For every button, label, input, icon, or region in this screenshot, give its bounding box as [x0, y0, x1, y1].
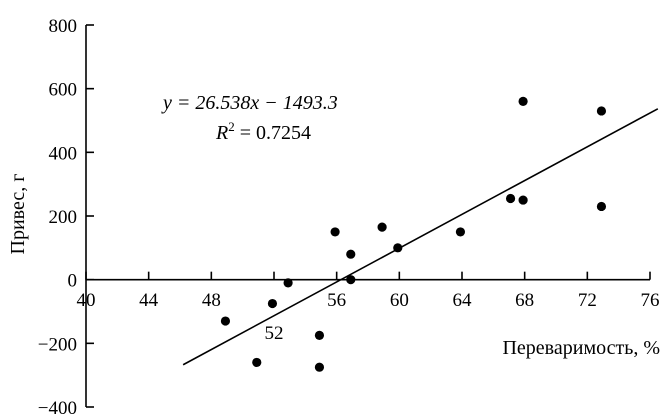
x-tick-label: 76	[641, 290, 660, 311]
y-tick-label: 0	[68, 271, 78, 292]
x-tick-label: 44	[139, 290, 159, 311]
data-point	[596, 106, 607, 116]
data-point	[455, 227, 466, 237]
data-point	[346, 249, 356, 259]
regression-equation: y = 26.538x − 1493.3	[161, 92, 338, 114]
x-tick-label: 64	[453, 290, 473, 311]
y-tick-label: −400	[38, 398, 77, 416]
x-tick-label: 60	[390, 290, 409, 311]
r-squared-symbol: R	[215, 122, 228, 144]
r-squared-label: R2 = 0.7254	[215, 119, 311, 144]
axes: −400 −200 0 200 400 600 800 40 44 48 52 56 60 64 68 72 7…	[38, 16, 660, 416]
data-point	[505, 193, 516, 204]
x-tick-label: 72	[578, 290, 597, 311]
data-point	[314, 330, 325, 340]
y-axis-title: Привес, г	[7, 174, 29, 255]
r-squared-value: = 0.7254	[235, 122, 311, 144]
trendline-group	[182, 108, 659, 366]
y-tick-label: −200	[38, 334, 77, 355]
y-tick-label: 600	[49, 80, 78, 101]
x-tick-label: 68	[515, 290, 534, 311]
data-point	[220, 316, 231, 326]
data-point	[346, 275, 356, 285]
data-point	[377, 222, 387, 232]
x-axis-title: Переваримость, %	[502, 337, 660, 359]
y-tick-label: 400	[49, 143, 78, 164]
data-point	[596, 201, 607, 212]
data-point	[518, 96, 528, 106]
data-point	[267, 298, 278, 309]
r-squared-superscript: 2	[228, 119, 235, 134]
trendline	[182, 108, 659, 366]
x-tick-label: 48	[202, 290, 221, 311]
x-tick-label: 52	[265, 323, 284, 344]
y-tick-label: 200	[49, 207, 78, 228]
data-points	[220, 96, 607, 372]
x-tick-label: 40	[77, 290, 96, 311]
y-tick-label: 800	[49, 16, 78, 37]
data-point	[393, 243, 403, 253]
data-point	[283, 278, 293, 288]
data-point	[518, 195, 528, 205]
x-tick-label: 56	[327, 290, 346, 311]
data-point	[252, 357, 262, 368]
data-point	[314, 362, 325, 372]
data-point	[330, 227, 340, 237]
